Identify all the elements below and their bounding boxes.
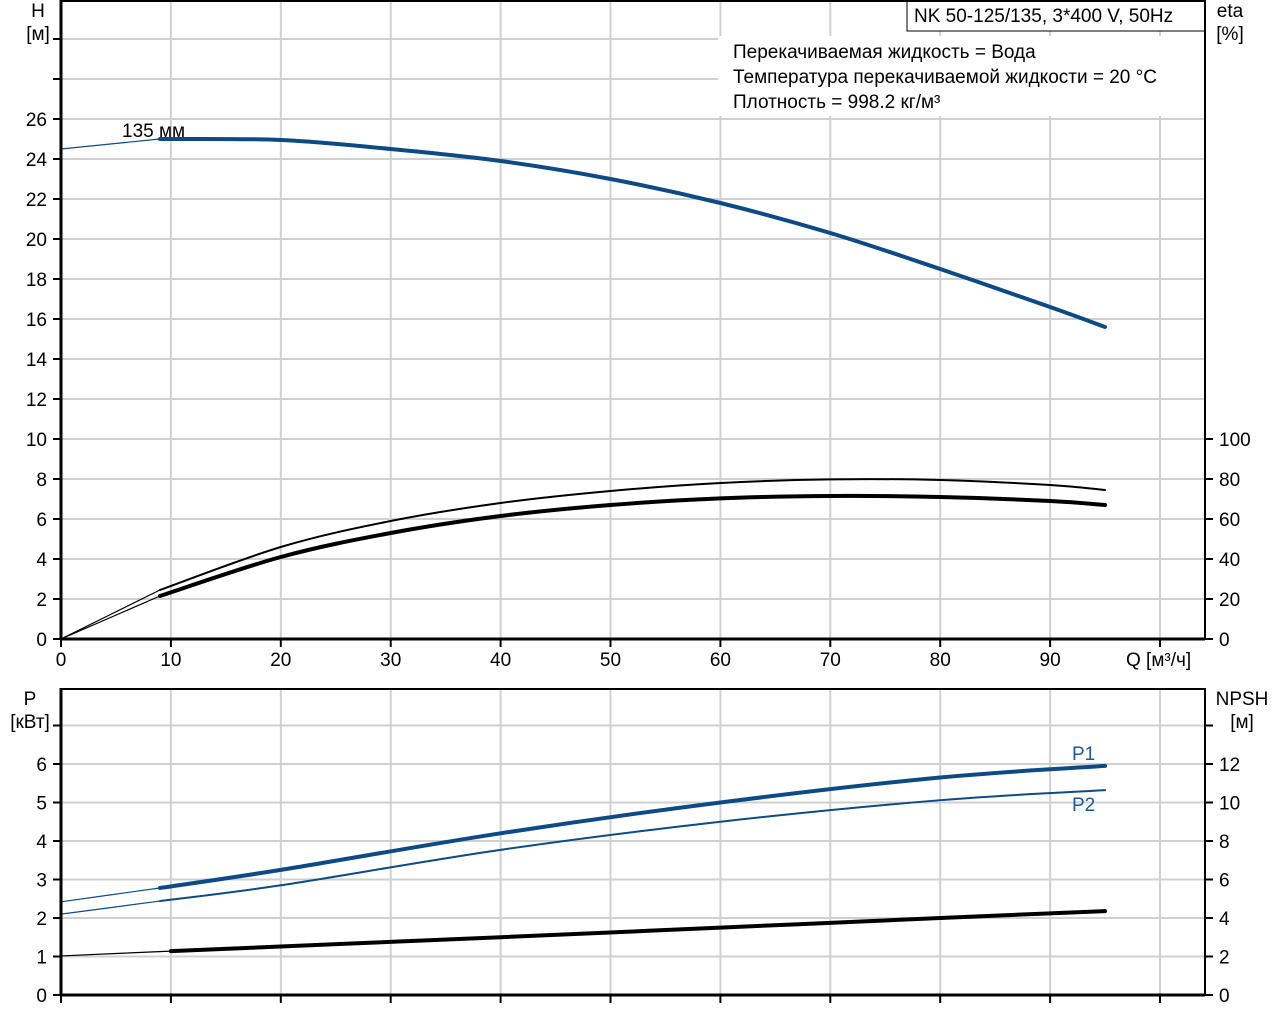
curve-eta-pump [158, 478, 1107, 591]
curve-H [157, 136, 1108, 329]
title-box [906, 0, 1206, 32]
h-axis-unit: [м] [26, 24, 50, 45]
curve-NPSH [168, 909, 1108, 954]
y2-tick-label: 4 [1219, 909, 1230, 930]
x-tick-label: 90 [1040, 650, 1061, 671]
info-line-1: Перекачиваемая жидкость = Вода [733, 42, 1036, 63]
y2-tick-label: 80 [1219, 470, 1240, 491]
x-tick-label: 10 [160, 650, 181, 671]
y2-tick-label: 8 [1219, 832, 1230, 853]
curves [60, 136, 1108, 957]
p1-label: P1 [1072, 744, 1095, 765]
y-tick-label: 24 [26, 150, 48, 171]
y2-tick-label: 12 [1219, 755, 1240, 776]
p2-label: P2 [1072, 795, 1095, 816]
y-tick-label: 26 [26, 110, 47, 131]
y-tick-label: 12 [26, 390, 47, 411]
x-tick-label: 80 [930, 650, 951, 671]
y-tick-label: 22 [26, 190, 47, 211]
y-tick-label: 10 [26, 430, 47, 451]
x-tick-label: 20 [270, 650, 291, 671]
y-tick-label: 3 [36, 871, 47, 892]
y-tick-label: 20 [26, 230, 47, 251]
eta-axis-label: eta [1217, 1, 1244, 22]
y-tick-label: 4 [36, 832, 47, 853]
y-tick-label: 2 [36, 909, 47, 930]
curve-eta-pump-extrapolated [60, 589, 161, 640]
y2-tick-label: 60 [1219, 510, 1240, 531]
p-axis-label: P [24, 689, 37, 710]
y-tick-label: 14 [26, 350, 48, 371]
impeller-label: 135 мм [122, 121, 185, 142]
x-tick-label: 30 [380, 650, 401, 671]
y2-tick-label: 20 [1219, 590, 1240, 611]
y2-tick-label: 6 [1219, 871, 1230, 892]
y2-tick-label: 2 [1219, 948, 1230, 969]
eta-axis-unit: [%] [1216, 24, 1243, 45]
y-tick-label: 0 [36, 630, 47, 651]
curve-H-extrapolated [60, 138, 160, 150]
y-tick-label: 1 [36, 948, 47, 969]
curve-eta-total [157, 493, 1108, 598]
curve-P2-extrapolated [60, 900, 160, 915]
h-axis-label: H [31, 1, 45, 22]
info-box [718, 36, 1204, 116]
y-tick-label: 8 [36, 470, 47, 491]
x-tick-label: 40 [490, 650, 511, 671]
y-tick-label: 6 [36, 510, 47, 531]
npsh-axis-label: NPSH [1216, 689, 1269, 710]
info-line-3: Плотность = 998.2 кг/м³ [733, 92, 940, 113]
y2-tick-label: 100 [1219, 430, 1251, 451]
info-line-2: Температура перекачиваемой жидкости = 20… [733, 67, 1157, 88]
y2-tick-label: 10 [1219, 794, 1240, 815]
x-tick-label: 70 [820, 650, 841, 671]
y-tick-label: 5 [36, 794, 47, 815]
x-tick-label: 50 [600, 650, 621, 671]
chart-title: NK 50-125/135, 3*400 V, 50Hz [914, 6, 1173, 27]
y2-tick-label: 40 [1219, 550, 1240, 571]
y-tick-label: 16 [26, 310, 47, 331]
curve-P1-extrapolated [60, 887, 160, 903]
y2-tick-label: 0 [1219, 986, 1230, 1007]
x-tick-label: 0 [56, 650, 67, 671]
curve-NPSH-extrapolated [60, 950, 171, 957]
curve-P2 [158, 789, 1107, 903]
y-tick-label: 4 [36, 550, 47, 571]
y-tick-label: 18 [26, 270, 47, 291]
grid [61, 0, 1205, 995]
p-axis-unit: [кВт] [10, 712, 50, 733]
y-tick-label: 0 [36, 986, 47, 1007]
q-axis-label: Q [м³/ч] [1126, 650, 1191, 671]
curve-P1 [157, 763, 1108, 890]
y2-tick-label: 0 [1219, 630, 1230, 651]
y-tick-label: 6 [36, 755, 47, 776]
npsh-axis-unit: [м] [1230, 712, 1254, 733]
x-tick-label: 60 [710, 650, 731, 671]
y-tick-label: 2 [36, 590, 47, 611]
curve-eta-total-extrapolated [60, 595, 161, 640]
